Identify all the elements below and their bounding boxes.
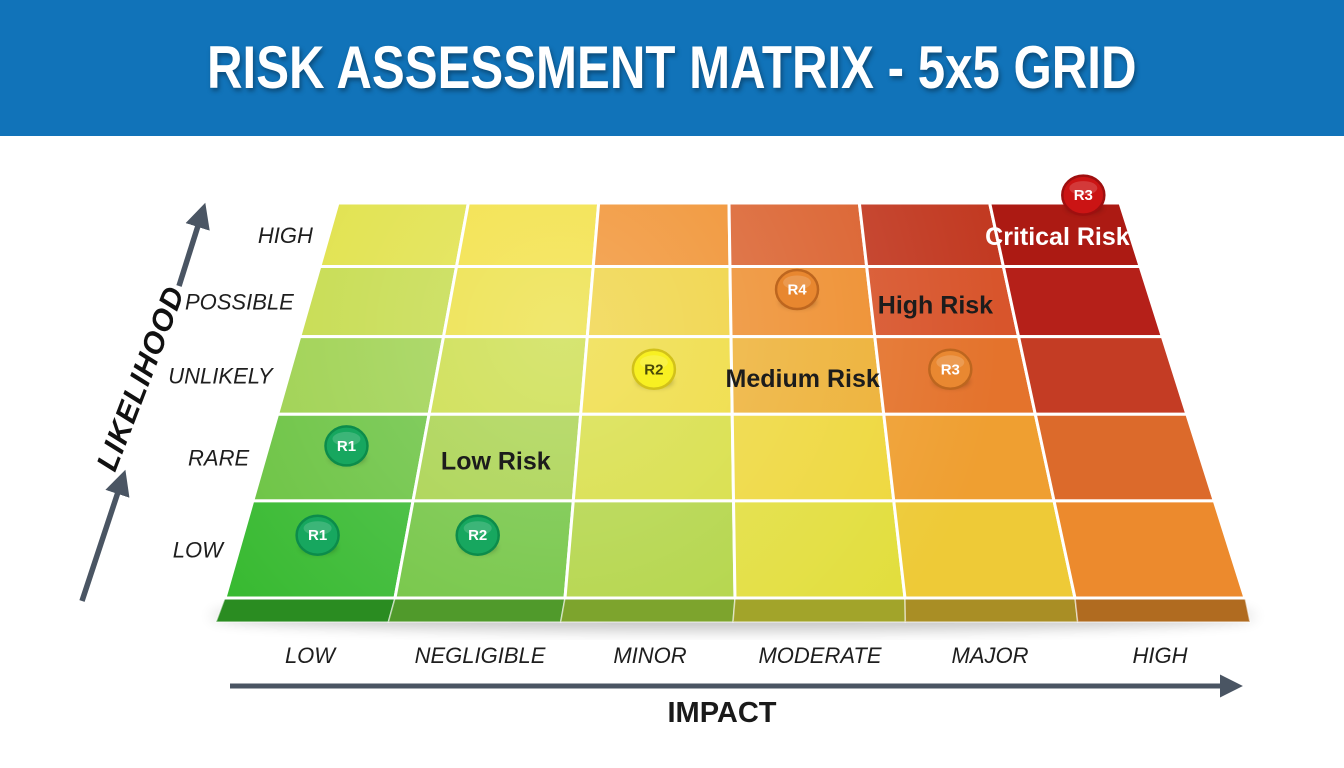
grid-cell <box>427 335 589 416</box>
grid-cell <box>1052 499 1247 600</box>
grid-cell <box>571 412 736 503</box>
grid-cell <box>276 335 446 416</box>
grid-cell <box>727 201 869 269</box>
grid-cell <box>318 201 470 269</box>
x-axis-tick-label: NEGLIGIBLE <box>415 643 546 668</box>
grid-cell <box>442 265 595 339</box>
zone-label: High Risk <box>878 292 993 320</box>
page-title: RISK ASSESSMENT MATRIX - 5x5 GRID <box>207 34 1137 101</box>
grid-cell-front <box>732 597 907 623</box>
grid-cell <box>455 201 601 269</box>
risk-marker-label: R2 <box>644 361 663 378</box>
likelihood-arrow-lower <box>79 469 130 602</box>
grid-cell <box>732 499 907 600</box>
grid-cell <box>857 201 1005 269</box>
y-axis-tick-label: UNLIKELY <box>168 363 274 388</box>
grid-cell <box>591 201 732 269</box>
risk-marker-label: R1 <box>337 438 356 455</box>
grid-cell <box>730 412 896 503</box>
grid-cell-front <box>387 597 566 623</box>
y-axis-tick-label: HIGH <box>258 223 313 248</box>
x-axis-tick-label: HIGH <box>1133 643 1188 668</box>
risk-marker: R2 <box>455 514 500 556</box>
grid-cell <box>298 265 459 339</box>
title-banner: RISK ASSESSMENT MATRIX - 5x5 GRID <box>0 0 1344 136</box>
x-axis-title: IMPACT <box>667 697 776 729</box>
grid-cell <box>585 265 733 339</box>
grid-cell <box>882 412 1056 503</box>
risk-marker-label: R3 <box>1074 187 1093 204</box>
grid-cell <box>563 499 737 600</box>
y-axis-tick-label: RARE <box>188 446 249 471</box>
grid-cell-front <box>559 597 736 623</box>
grid-cell-front <box>1074 597 1251 623</box>
page-title-wrap: RISK ASSESSMENT MATRIX - 5x5 GRID <box>105 38 1239 98</box>
y-axis-tick-label: POSSIBLE <box>185 290 294 315</box>
risk-marker: R1 <box>295 514 340 556</box>
x-axis-tick-label: MAJOR <box>952 643 1029 668</box>
risk-marker-label: R4 <box>787 282 807 299</box>
grid-cell <box>892 499 1077 600</box>
zone-label: Medium Risk <box>726 365 880 393</box>
grid-cell <box>1033 412 1216 503</box>
risk-marker-label: R1 <box>308 527 327 544</box>
x-axis-tick-label: MODERATE <box>758 643 881 668</box>
likelihood-arrow-upper <box>176 202 210 287</box>
x-axis-tick-label: MINOR <box>613 643 686 668</box>
zone-label: Low Risk <box>441 448 551 476</box>
zone-label: Critical Risk <box>985 223 1130 251</box>
risk-marker: R3 <box>928 348 973 391</box>
risk-marker: R1 <box>324 425 369 467</box>
risk-marker: R2 <box>631 348 677 391</box>
grid-cell <box>1001 265 1164 339</box>
risk-marker-label: R3 <box>941 361 960 378</box>
risk-marker-label: R2 <box>468 527 487 544</box>
grid-cell-front <box>904 597 1079 623</box>
y-axis-tick-label: LOW <box>173 537 225 562</box>
grid-cell-front <box>214 597 396 623</box>
risk-marker: R4 <box>774 268 820 311</box>
x-axis-tick-label: LOW <box>285 643 337 668</box>
risk-marker: R3 <box>1061 174 1106 216</box>
grid-cell <box>1017 335 1189 416</box>
